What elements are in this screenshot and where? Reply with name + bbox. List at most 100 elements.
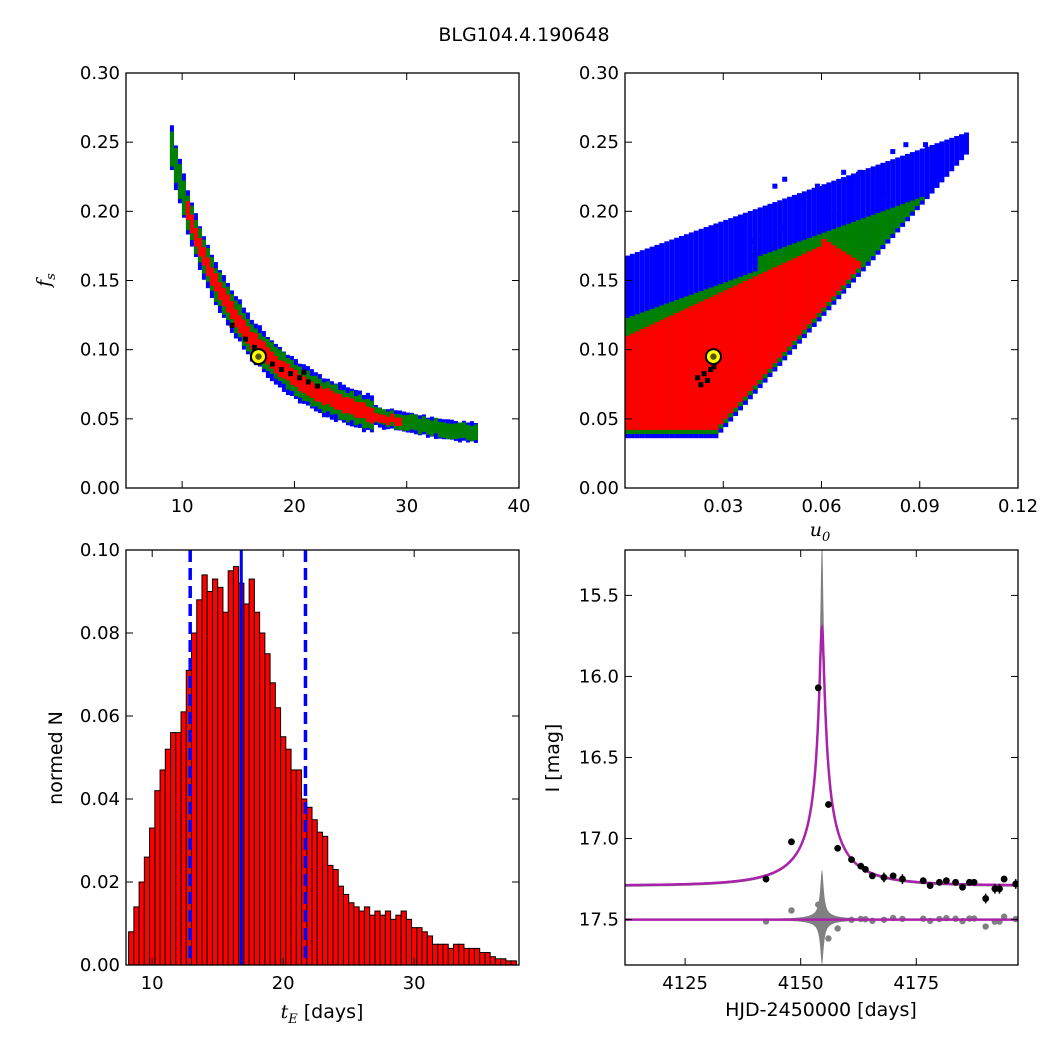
histogram-bar [353, 906, 360, 966]
histogram-bar [379, 914, 386, 966]
contour-cell-inner [333, 393, 338, 410]
contour-cell-outer [778, 225, 784, 231]
contour-cell-inner [389, 413, 394, 423]
contour-cell-outer [875, 164, 881, 255]
contour-cell-inner [688, 306, 694, 430]
contour-cell-inner [213, 273, 218, 292]
contour-cell-inner [397, 417, 402, 426]
contour-cell-outer [944, 139, 950, 177]
contour-cell-inner [313, 384, 318, 402]
contour-cell-inner [357, 402, 362, 419]
histogram-bar [484, 952, 491, 966]
panel-fs-vs-u0: 0.03 0.06 0.09 0.12 0.00 0.05 0.10 0.15 0.20 0.25… [579, 63, 1038, 545]
contour-cell-inner [811, 249, 817, 319]
histogram-bar [196, 599, 203, 966]
histogram-bar [175, 732, 182, 966]
histogram-bar [390, 918, 397, 966]
histogram-bar [416, 927, 423, 966]
y-tick-label: 0.02 [80, 872, 120, 893]
contour-cell-inner [821, 239, 827, 308]
contour-cell-best [229, 322, 235, 328]
contour-cell-inner [629, 333, 635, 430]
histogram-bar [500, 958, 507, 966]
x-tick-label: 30 [395, 496, 418, 517]
contour-cell-outer [934, 143, 940, 188]
contour-cell-best [701, 371, 707, 377]
contour-cell-inner [249, 331, 254, 350]
panel-fs-vs-tE: 10 20 30 40 0.00 0.05 0.10 0.15 0.20 0.25 0.30 fs [33, 63, 530, 517]
contour-cell-inner [233, 309, 238, 328]
residual-point [788, 907, 795, 914]
contour-cell-outer [782, 176, 788, 182]
contour-cell-inner [193, 228, 198, 247]
contour-cell-inner [297, 374, 302, 392]
contour-cell-outer [903, 142, 909, 148]
contour-cell-outer [905, 153, 911, 222]
contour-cell-inner [698, 301, 704, 430]
contour-cell-inner [644, 326, 650, 430]
data-point [825, 801, 832, 808]
x-tick-label: 10 [171, 496, 194, 517]
data-point [788, 838, 795, 846]
contour-cell-outer [841, 169, 847, 175]
contour-cell-middle [401, 415, 406, 431]
contour-cell-outer [963, 132, 969, 155]
data-point [942, 877, 950, 885]
histogram-bar [306, 806, 313, 966]
y-tick-label: 16.5 [579, 748, 619, 769]
contour-cell-best [287, 371, 293, 377]
contour-cell-middle [449, 423, 454, 440]
y-tick-label: 0.30 [579, 63, 619, 84]
histogram-bar [432, 943, 439, 966]
contour-cell-inner [796, 255, 802, 336]
contour-cell-middle [885, 209, 891, 240]
contour-cell-middle [169, 131, 174, 167]
contour-cell-inner [841, 251, 847, 286]
data-point [814, 684, 822, 692]
best-fit-marker-core [255, 353, 262, 360]
histogram-bar [395, 914, 402, 966]
contour-cell-outer [959, 134, 965, 161]
contour-cell-middle [895, 205, 901, 229]
contour-cell-middle [425, 419, 430, 435]
contour-cell-middle [875, 213, 881, 251]
contour-cell-inner [349, 398, 354, 415]
contour-cell-outer [914, 150, 920, 211]
histogram-bar [468, 947, 475, 966]
contour-cell-inner [257, 339, 262, 357]
contour-cell-middle [453, 423, 458, 440]
histogram-bar [421, 931, 428, 966]
histogram-bar [143, 856, 151, 966]
contour-cell-inner [826, 242, 832, 302]
y-tick-label: 0.10 [579, 340, 619, 361]
contour-cell-inner [777, 265, 783, 358]
y-tick-label: 0.08 [80, 623, 120, 644]
histogram-bar [170, 732, 177, 966]
contour-cell-middle [909, 200, 915, 212]
x-tick-label: 40 [508, 496, 531, 517]
data-point [868, 872, 876, 880]
contour-cell-inner [723, 290, 729, 419]
tE-axis-label: tE [days] [281, 1001, 364, 1027]
x-tick-label: 4150 [778, 973, 824, 994]
contour-cell-middle [405, 415, 410, 431]
histogram-bar [437, 943, 444, 966]
contour-cell-middle [919, 196, 925, 201]
data-point [959, 883, 966, 891]
histogram-bar [128, 931, 135, 966]
contour-cell-middle [413, 414, 418, 431]
histogram-bar [274, 707, 282, 966]
contour-cell-outer [924, 146, 930, 200]
contour-cell-outer [885, 161, 891, 244]
contour-cell-best [296, 375, 302, 381]
contour-cell-inner [253, 333, 258, 351]
residual-point [834, 925, 841, 932]
contour-cell-inner [237, 315, 242, 334]
contour-cell-inner [293, 369, 298, 387]
contour-cell-inner [742, 281, 748, 397]
contour-cell-outer [895, 157, 901, 233]
contour-cell-middle [914, 198, 920, 207]
histogram-bar [285, 748, 292, 966]
y-tick-label: 0.10 [80, 340, 120, 361]
